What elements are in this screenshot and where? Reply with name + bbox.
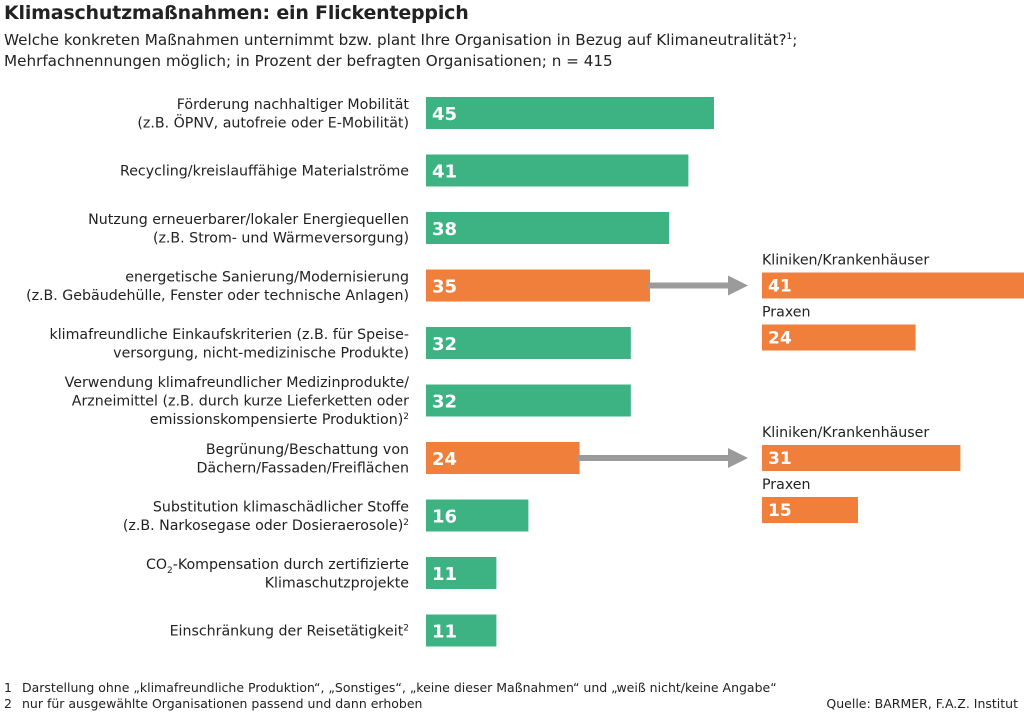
chart-subtitle: Welche konkreten Maßnahmen unternimmt bz… [4, 27, 797, 72]
category-label-6-line-1: Dächern/Fassaden/Freiflächen [197, 460, 410, 476]
category-label-3-line-1: (z.B. Gebäudehülle, Fenster oder technis… [26, 288, 409, 304]
bar-3 [426, 269, 650, 302]
bar-6 [426, 442, 580, 474]
footnote-1-number: 1 [4, 680, 12, 695]
breakdown-label-6-1: Praxen [762, 477, 811, 493]
breakdown-value-6-0: 31 [768, 449, 792, 469]
breakdown-bar-6-0 [762, 445, 961, 471]
bar-value-4: 32 [432, 334, 457, 355]
category-label-3-line-0: energetische Sanierung/Modernisierung [125, 269, 409, 285]
category-label-2-line-0: Nutzung erneuerbarer/lokaler Energiequel… [88, 212, 409, 228]
breakdown-label-6-0: Kliniken/Krankenhäuser [762, 425, 929, 441]
category-label-1-line-0: Recycling/kreislauffähige Materialströme [120, 164, 409, 180]
category-label-6-line-0: Begrünung/Beschattung von [206, 442, 409, 458]
bar-value-8: 11 [432, 564, 457, 585]
footnote-2-number: 2 [4, 696, 12, 711]
breakdown-bar-6-1 [762, 497, 858, 523]
category-label-8-line-1: Klimaschutzprojekte [265, 575, 409, 591]
bar-value-3: 35 [432, 277, 457, 298]
breakdown-value-6-1: 15 [768, 501, 792, 521]
breakdown-value-3-1: 24 [768, 329, 792, 349]
breakdown-arrowhead-6 [728, 448, 748, 468]
category-label-4-line-0: klimafreundliche Einkaufskriterien (z.B.… [50, 327, 409, 343]
bar-0 [426, 97, 714, 129]
bar-2 [426, 212, 670, 244]
subtitle-line-2: Mehrfachnennungen möglich; in Prozent de… [4, 52, 613, 71]
bar-value-9: 11 [432, 622, 457, 643]
footnotes: 1 Darstellung ohne „klimafreundliche Prod… [4, 680, 777, 712]
bar-value-2: 38 [432, 219, 457, 240]
breakdown-bar-3-0 [762, 272, 1024, 299]
bar-value-0: 45 [432, 104, 457, 125]
category-label-2-line-1: (z.B. Strom- und Wärmeversorgung) [153, 230, 409, 246]
bar-8 [426, 557, 497, 589]
category-label-7-line-0: Substitution klimaschädlicher Stoffe [153, 499, 409, 515]
breakdown-label-3-1: Praxen [762, 305, 811, 321]
breakdown-value-3-0: 41 [768, 277, 792, 297]
bar-value-7: 16 [432, 507, 457, 528]
bar-value-5: 32 [432, 392, 457, 413]
bar-value-6: 24 [432, 449, 457, 470]
category-label-9-line-0: Einschränkung der Reisetätigkeit2 [170, 624, 409, 640]
footnote-2-text: nur für ausgewählte Organisationen passe… [22, 696, 423, 711]
category-label-0-line-0: Förderung nachhaltiger Mobilität [177, 97, 410, 113]
bar-7 [426, 499, 529, 532]
category-label-8-line-0: CO2-Kompensation durch zertifizierte [146, 557, 409, 576]
category-label-5-line-1: Arzneimittel (z.B. durch kurze Lieferket… [72, 394, 409, 410]
category-label-7-line-1: (z.B. Narkosegase oder Dosieraerosole)2 [123, 518, 409, 534]
bar-4 [426, 327, 631, 359]
footnote-2: 2 nur für ausgewählte Organisationen pass… [4, 696, 777, 712]
category-label-4-line-1: versorgung, nicht-medizinische Produkte) [113, 345, 409, 361]
bar-9 [426, 614, 497, 647]
breakdown-label-3-0: Kliniken/Krankenhäuser [762, 253, 929, 269]
category-label-5-line-2: emissionskompensierte Produktion)2 [150, 412, 409, 428]
breakdown-bar-3-1 [762, 324, 916, 351]
breakdown-arrowhead-3 [728, 275, 748, 296]
subtitle-line-1-end: ; [792, 31, 798, 50]
category-label-5-line-0: Verwendung klimafreundlicher Medizinprod… [65, 375, 410, 391]
category-label-0-line-1: (z.B. ÖPNV, autofreie oder E-Mobilität) [137, 113, 409, 131]
subtitle-line-1: Welche konkreten Maßnahmen unternimmt bz… [4, 31, 787, 50]
bar-value-1: 41 [432, 162, 457, 183]
bar-1 [426, 154, 689, 187]
chart-title: Klimaschutzmaßnahmen: ein Flickenteppich [4, 2, 469, 24]
footnote-1-text: Darstellung ohne „klimafreundliche Produ… [22, 680, 777, 695]
footnote-1: 1 Darstellung ohne „klimafreundliche Prod… [4, 680, 777, 696]
subtitle-footnote-marker: 1 [786, 32, 793, 42]
source-note: Quelle: BARMER, F.A.Z. Institut [826, 696, 1018, 711]
bar-5 [426, 384, 631, 417]
